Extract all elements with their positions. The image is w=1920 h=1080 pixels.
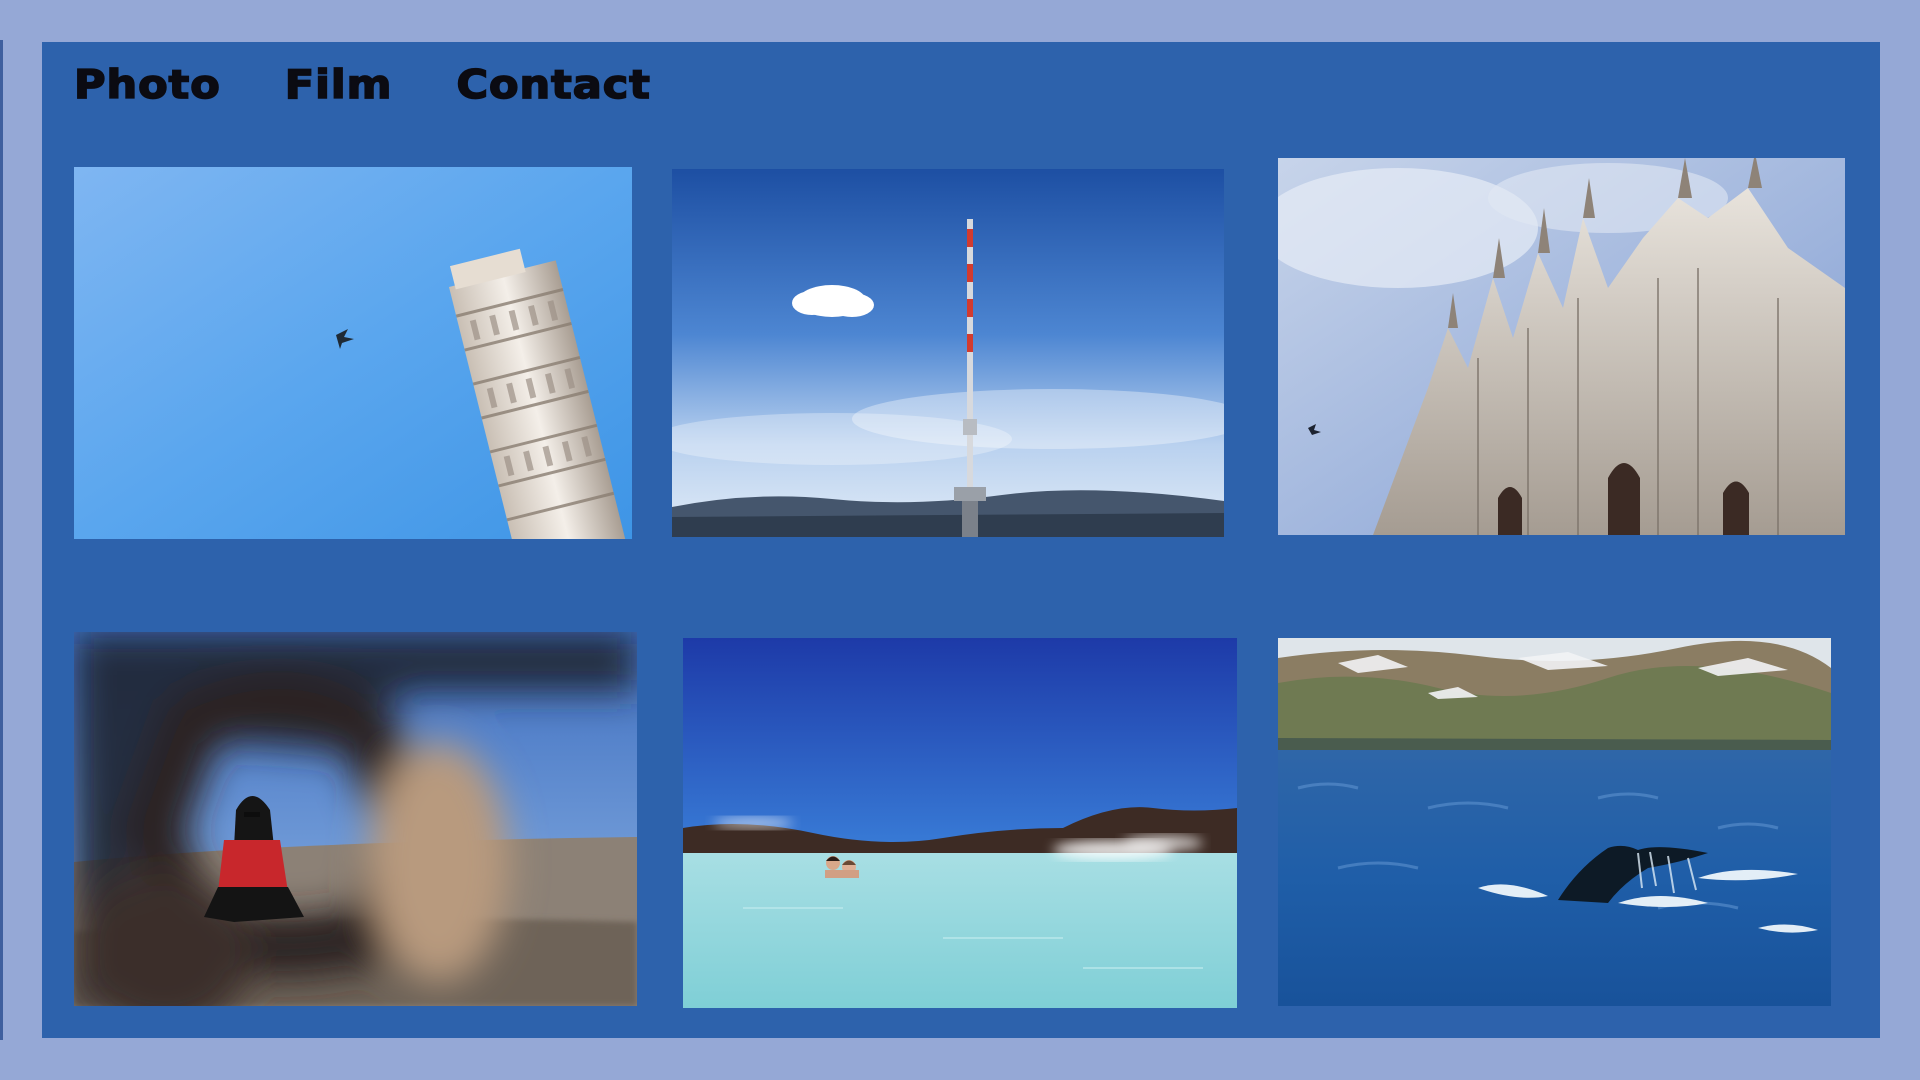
photo-blurred-portrait[interactable] — [74, 632, 637, 1006]
blue-lagoon-image — [683, 638, 1237, 1008]
main-panel: Photo Film Contact — [42, 42, 1880, 1038]
photo-tv-tower[interactable] — [672, 169, 1224, 537]
leaning-tower-image — [74, 167, 632, 539]
window-left-edge — [0, 40, 3, 1040]
top-navigation: Photo Film Contact — [73, 50, 651, 120]
gothic-cathedral-image — [1278, 158, 1845, 535]
tv-tower-image — [672, 169, 1224, 537]
photo-gothic-cathedral[interactable] — [1278, 158, 1845, 535]
nav-photo-link[interactable]: Photo — [73, 61, 221, 109]
photo-blue-lagoon[interactable] — [683, 638, 1237, 1008]
nav-film-link[interactable]: Film — [284, 61, 393, 109]
whale-tail-image — [1278, 638, 1831, 1006]
nav-contact-link[interactable]: Contact — [456, 61, 651, 109]
blurred-portrait-image — [74, 632, 637, 1006]
photo-leaning-tower[interactable] — [74, 167, 632, 539]
photo-whale-tail[interactable] — [1278, 638, 1831, 1006]
